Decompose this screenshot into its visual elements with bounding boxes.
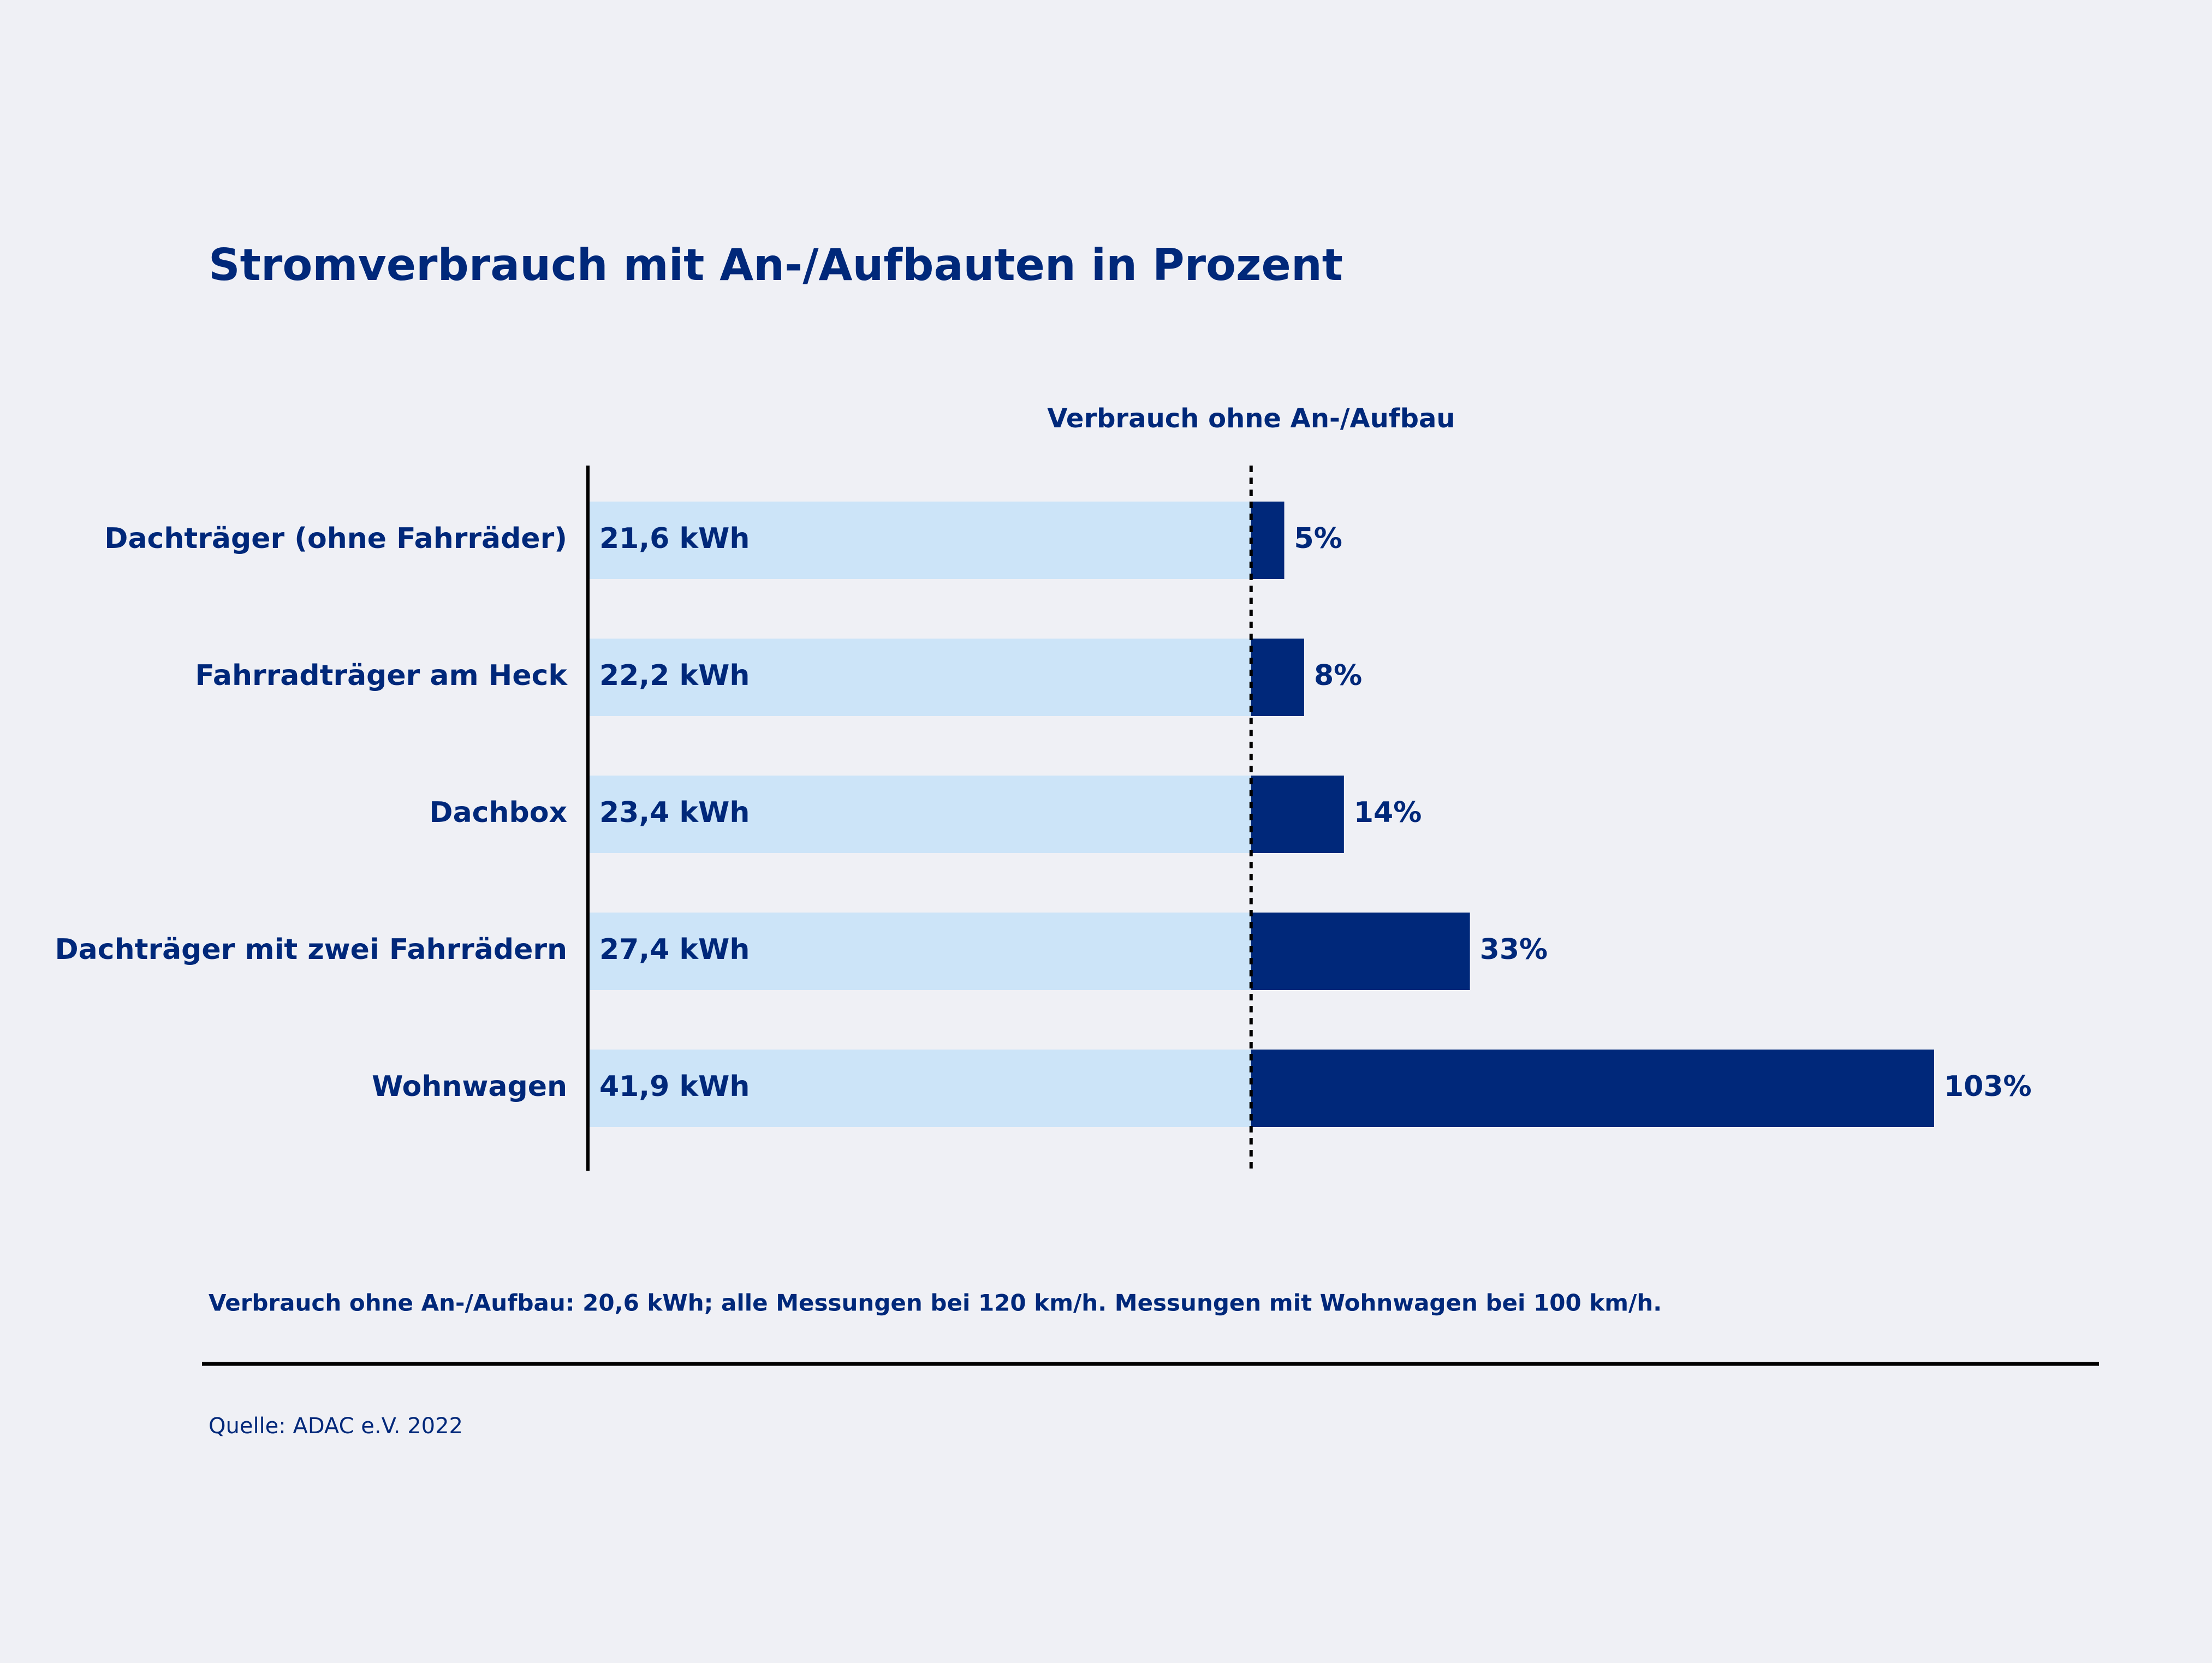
value-label: 103% — [1944, 1070, 2032, 1103]
value-label: 5% — [1294, 522, 1342, 555]
base-bar — [588, 502, 1251, 579]
source: Quelle: ADAC e.V. 2022 — [209, 1414, 463, 1439]
base-bar — [588, 1050, 1251, 1127]
value-label: 33% — [1480, 933, 1548, 966]
bar — [1251, 1050, 1934, 1127]
consumption-label: 21,6 kWh — [599, 522, 750, 555]
reference-label: Verbrauch ohne An-/Aufbau — [1047, 403, 1455, 434]
bar — [1251, 776, 1344, 853]
consumption-label: 23,4 kWh — [599, 796, 750, 829]
bar — [1251, 639, 1304, 716]
category-label: Wohnwagen — [372, 1070, 567, 1103]
base-bar — [588, 913, 1251, 990]
value-label: 8% — [1314, 659, 1362, 692]
bar — [1251, 913, 1470, 990]
consumption-label: 22,2 kWh — [599, 659, 750, 692]
consumption-label: 41,9 kWh — [599, 1070, 750, 1103]
base-bar — [588, 639, 1251, 716]
category-label: Dachbox — [429, 796, 567, 829]
chart-title: Stromverbrauch mit An-/Aufbauten in Proz… — [209, 240, 1343, 290]
consumption-label: 27,4 kWh — [599, 933, 750, 966]
category-label: Dachträger (ohne Fahrräder) — [104, 522, 567, 555]
footnote: Verbrauch ohne An-/Aufbau: 20,6 kWh; all… — [209, 1290, 1662, 1316]
bar — [1251, 502, 1285, 579]
category-label: Dachträger mit zwei Fahrrädern — [55, 933, 567, 966]
value-label: 14% — [1354, 796, 1422, 829]
base-bar — [588, 776, 1251, 853]
category-label: Fahrradträger am Heck — [195, 659, 568, 692]
